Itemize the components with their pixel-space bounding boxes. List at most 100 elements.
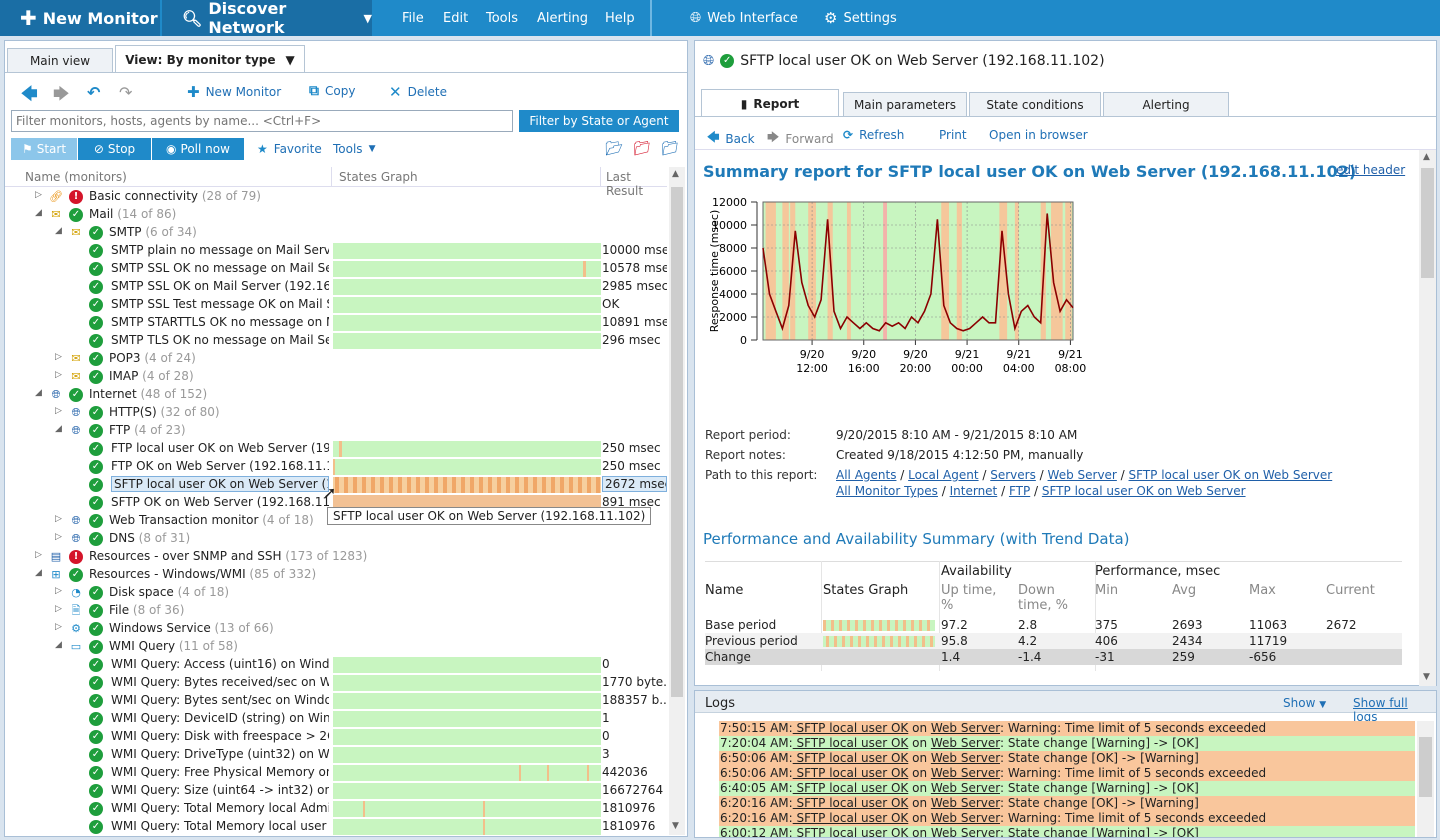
- expand-icon[interactable]: ▷: [35, 190, 42, 200]
- path-link[interactable]: Local Agent: [908, 468, 979, 482]
- favorite-button[interactable]: ★ Favorite: [257, 142, 322, 156]
- monitor-row[interactable]: ✓ WMI Query: Total Memory local user a...…: [5, 818, 667, 836]
- group-row[interactable]: ◢ 🌐︎ ✓ FTP (4 of 23): [5, 422, 667, 440]
- path-link[interactable]: All Agents: [836, 468, 897, 482]
- collapse-icon[interactable]: ◢: [55, 424, 62, 434]
- monitor-row[interactable]: ✓ SMTP TLS OK no message on Mail Serv... 2…: [5, 332, 667, 350]
- start-button[interactable]: ⚑ Start: [11, 138, 77, 160]
- filter-search-input[interactable]: [11, 110, 513, 132]
- monitor-row[interactable]: ✓ FTP OK on Web Server (192.168.11.102) 25…: [5, 458, 667, 476]
- menu-tools[interactable]: Tools: [486, 10, 519, 26]
- group-row[interactable]: ▷ ✉ ✓ POP3 (4 of 24): [5, 350, 667, 368]
- logs-scrollbar[interactable]: [1417, 721, 1434, 837]
- open-in-browser-button[interactable]: Open in browser: [989, 128, 1088, 142]
- group-row[interactable]: ▷ 🔗︎! Basic connectivity (28 of 79): [5, 188, 667, 206]
- report-refresh-button[interactable]: ⟳ Refresh: [843, 128, 905, 142]
- collapse-icon[interactable]: ◢: [35, 208, 42, 218]
- log-host[interactable]: Web Server: [930, 811, 1000, 825]
- collapse-icon[interactable]: ◢: [55, 640, 62, 650]
- monitor-row[interactable]: ✓ WMI Query: Free Physical Memory on ... 4…: [5, 764, 667, 782]
- collapse-icon[interactable]: ◢: [55, 226, 62, 236]
- tab-state-conditions[interactable]: State conditions: [969, 92, 1101, 116]
- expand-icon[interactable]: ▷: [35, 550, 42, 560]
- group-row[interactable]: ◢ ▭ ✓ WMI Query (11 of 58): [5, 638, 667, 656]
- log-host[interactable]: Web Server: [930, 766, 1000, 780]
- monitor-row[interactable]: ✓ SMTP plain no message on Mail Server ..…: [5, 242, 667, 260]
- group-row[interactable]: ▷ ▤! Resources - over SNMP and SSH (173 of…: [5, 548, 667, 566]
- monitor-row[interactable]: ✓ WMI Query: DriveType (uint32) on Win...…: [5, 746, 667, 764]
- path-link[interactable]: FTP: [1008, 484, 1031, 498]
- log-monitor[interactable]: SFTP local user OK: [792, 721, 909, 735]
- poll-now-button[interactable]: ◉ Poll now: [152, 138, 244, 160]
- delete-action[interactable]: ✕ Delete: [389, 83, 448, 101]
- column-states-header[interactable]: States Graph: [339, 170, 418, 184]
- monitor-row[interactable]: ✓ SFTP local user OK on Web Server (192..…: [5, 476, 667, 494]
- report-forward-button[interactable]: 🡆 Forward: [767, 128, 834, 149]
- monitor-row[interactable]: ✓ WMI Query: Bytes sent/sec on Window... 1…: [5, 692, 667, 710]
- menu-help[interactable]: Help: [605, 10, 635, 26]
- new-monitor-action[interactable]: ✚ New Monitor: [187, 83, 282, 101]
- path-link[interactable]: All Monitor Types: [836, 484, 938, 498]
- new-monitor-button[interactable]: ✚ New Monitor: [0, 0, 160, 36]
- column-name-header[interactable]: Name (monitors): [25, 170, 127, 184]
- expand-icon[interactable]: ▷: [55, 352, 62, 362]
- column-result-header[interactable]: Last Result: [606, 170, 644, 198]
- folder-alert-icon[interactable]: 📁︎: [633, 141, 651, 157]
- logs-show-dropdown[interactable]: Show ▼: [1283, 696, 1327, 710]
- group-row[interactable]: ◢ 🌐︎ ✓ Internet (48 of 152): [5, 386, 667, 404]
- filter-by-state-button[interactable]: Filter by State or Agent: [519, 110, 679, 132]
- group-row[interactable]: ▷ 🌐︎ ✓ Web Transaction monitor (4 of 18): [5, 512, 667, 530]
- group-row[interactable]: ▷ ✉ ✓ IMAP (4 of 28): [5, 368, 667, 386]
- tab-by-monitor-type[interactable]: View: By monitor type ▼: [115, 45, 305, 73]
- expand-icon[interactable]: ▷: [55, 604, 62, 614]
- settings-button[interactable]: ⚙ Settings: [824, 9, 897, 27]
- log-host[interactable]: Web Server: [930, 781, 1000, 795]
- group-row[interactable]: ◢ ⊞ ✓ Resources - Windows/WMI (85 of 332): [5, 566, 667, 584]
- web-interface-button[interactable]: 🌐︎ Web Interface: [690, 10, 798, 26]
- monitor-row[interactable]: ✓ SMTP SSL OK on Mail Server (192.168.1..…: [5, 278, 667, 296]
- group-row[interactable]: ▷ 🗎︎ ✓ File (8 of 36): [5, 602, 667, 620]
- log-host[interactable]: Web Server: [930, 826, 1000, 837]
- report-back-button[interactable]: 🡄 Back: [707, 128, 755, 149]
- expand-icon[interactable]: ▷: [55, 586, 62, 596]
- nav-back-button[interactable]: 🡄: [21, 83, 38, 110]
- menu-alerting[interactable]: Alerting: [537, 10, 589, 26]
- collapse-icon[interactable]: ◢: [35, 568, 42, 578]
- log-monitor[interactable]: SFTP local user OK: [792, 781, 909, 795]
- menu-edit[interactable]: Edit: [443, 10, 469, 26]
- path-link[interactable]: Servers: [990, 468, 1036, 482]
- monitor-row[interactable]: ✓ WMI Query: Size (uint64 -> int32) on W.…: [5, 782, 667, 800]
- path-link[interactable]: Web Server: [1047, 468, 1117, 482]
- expand-icon[interactable]: ▷: [55, 514, 62, 524]
- report-scrollbar[interactable]: ▲ ▼: [1419, 150, 1436, 686]
- nav-forward-button[interactable]: 🡆: [53, 83, 70, 110]
- monitor-row[interactable]: ✓ WMI Query: DeviceID (string) on Windo..…: [5, 710, 667, 728]
- tab-main-view[interactable]: Main view: [7, 48, 113, 72]
- log-monitor[interactable]: SFTP local user OK: [792, 736, 909, 750]
- log-monitor[interactable]: SFTP local user OK: [792, 826, 909, 837]
- show-full-logs-link[interactable]: Show full logs: [1353, 696, 1408, 724]
- log-monitor[interactable]: SFTP local user OK: [792, 751, 909, 765]
- log-monitor[interactable]: SFTP local user OK: [792, 811, 909, 825]
- edit-header-link[interactable]: edit header: [1336, 163, 1406, 177]
- monitor-row[interactable]: ✓ WMI Query: Total Memory local Admin... 1…: [5, 800, 667, 818]
- log-host[interactable]: Web Server: [930, 796, 1000, 810]
- expand-icon[interactable]: ▷: [55, 406, 62, 416]
- tools-dropdown[interactable]: Tools ▼: [333, 142, 376, 156]
- monitor-row[interactable]: ✓ WMI Query: Disk with freespace > 2Gb ..…: [5, 728, 667, 746]
- report-print-button[interactable]: Print: [939, 128, 967, 142]
- log-host[interactable]: Web Server: [930, 736, 1000, 750]
- folder-open-icon[interactable]: 📂︎: [605, 141, 623, 157]
- expand-icon[interactable]: ▷: [55, 622, 62, 632]
- log-host[interactable]: Web Server: [930, 751, 1000, 765]
- log-monitor[interactable]: SFTP local user OK: [792, 796, 909, 810]
- copy-action[interactable]: ⧉ Copy: [309, 83, 356, 99]
- group-row[interactable]: ◢ ✉ ✓ Mail (14 of 86): [5, 206, 667, 224]
- menu-file[interactable]: File: [402, 10, 424, 26]
- group-row[interactable]: ◢ ✉ ✓ SMTP (6 of 34): [5, 224, 667, 242]
- path-link[interactable]: SFTP local user OK on Web Server: [1041, 484, 1246, 498]
- expand-icon[interactable]: ▷: [55, 370, 62, 380]
- monitor-row[interactable]: ✓ SMTP STARTTLS OK no message on Ma... 108…: [5, 314, 667, 332]
- undo-button[interactable]: ↶: [87, 83, 100, 102]
- monitor-row[interactable]: ✓ SMTP SSL Test message OK on Mail Ser...…: [5, 296, 667, 314]
